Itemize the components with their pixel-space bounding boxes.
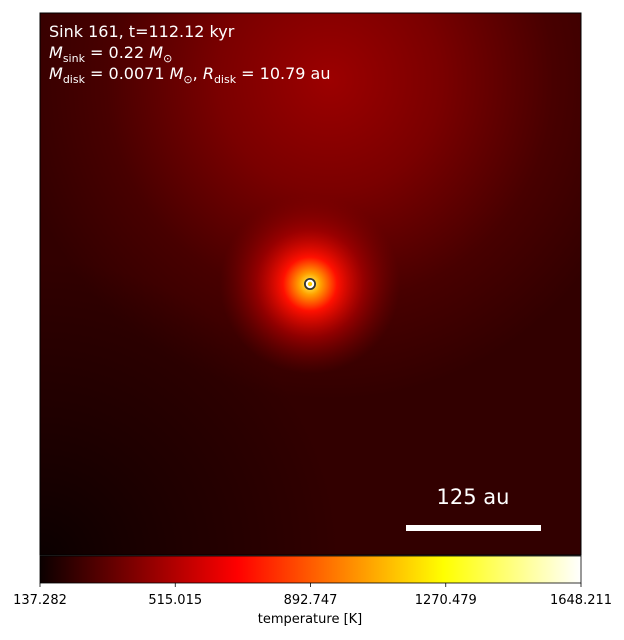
annotation-text: , <box>193 64 203 83</box>
annotation-text: M <box>49 43 63 62</box>
image <box>39 12 582 556</box>
tick-label: 515.015 <box>148 593 202 608</box>
colorbar <box>39 555 582 584</box>
annotation-text: M <box>149 43 163 62</box>
annotation-text: M <box>49 64 63 83</box>
annotation: Sink 161, t=112.12 kyr Msink = 0.22 M⊙ Mdi… <box>49 22 331 86</box>
subscript: sink <box>63 52 86 65</box>
scalebar <box>406 525 541 531</box>
subscript: disk <box>214 73 237 86</box>
annotation-text: R <box>203 64 214 83</box>
annotation-text: Sink 161, t=112.12 kyr <box>49 22 235 41</box>
tick-label: 1270.479 <box>415 593 477 608</box>
annotation-text: = 10.79 au <box>236 64 330 83</box>
annotation-text: M <box>170 64 184 83</box>
subscript: disk <box>63 73 86 86</box>
sink-marker <box>305 279 315 289</box>
annotation-text: = 0.22 <box>85 43 149 62</box>
tick-label: 892.747 <box>284 593 338 608</box>
subscript: ⊙ <box>163 52 172 65</box>
subscript: ⊙ <box>183 73 192 86</box>
tick-label: 137.282 <box>13 593 67 608</box>
scalebar-label: 125 au <box>437 485 510 509</box>
annotation-text: = 0.0071 <box>85 64 170 83</box>
tick-label: 1648.211 <box>550 593 612 608</box>
colorbar-label: temperature [K] <box>258 612 363 627</box>
